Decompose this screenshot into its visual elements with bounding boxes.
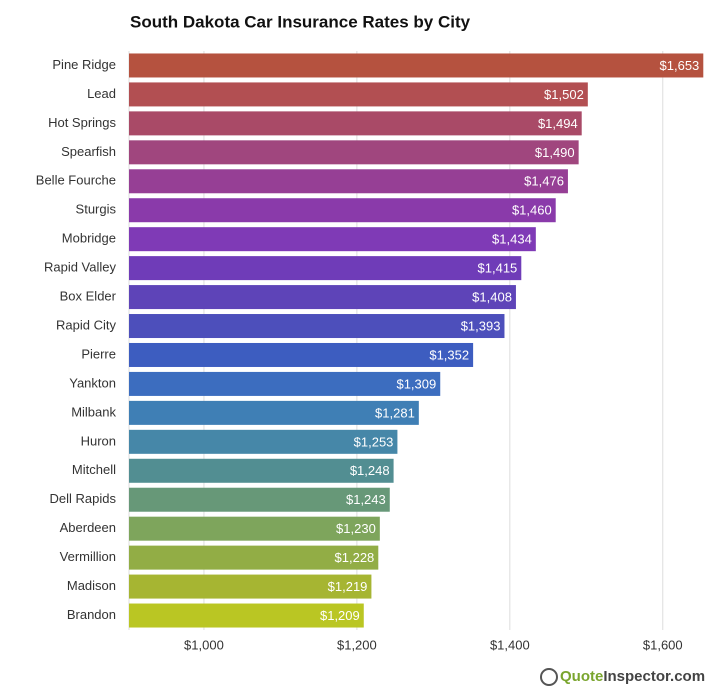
logo-icon: [540, 668, 558, 686]
value-label: $1,253: [354, 434, 394, 449]
value-label: $1,243: [346, 492, 386, 507]
bar: [129, 545, 379, 570]
bar: [129, 574, 372, 599]
bar: [129, 198, 556, 223]
y-tick-label: Brandon: [67, 607, 116, 622]
watermark-part: Inspector.com: [603, 668, 705, 685]
y-tick-label: Mobridge: [62, 231, 116, 246]
y-tick-label: Aberdeen: [60, 520, 116, 535]
bar: [129, 53, 704, 78]
y-tick-label: Madison: [67, 578, 116, 593]
bar: [129, 314, 505, 339]
x-tick-label: $1,600: [643, 637, 683, 652]
watermark-text: QuoteInspector.com: [560, 668, 705, 685]
bar: [129, 140, 579, 165]
value-label: $1,494: [538, 116, 578, 131]
y-tick-label: Pierre: [81, 346, 116, 361]
value-label: $1,228: [335, 550, 375, 565]
bar: [129, 82, 588, 107]
value-label: $1,653: [660, 58, 700, 73]
value-label: $1,476: [524, 174, 564, 189]
bar: [129, 285, 516, 310]
y-tick-label: Spearfish: [61, 144, 116, 159]
bar: [129, 227, 536, 252]
bar: [129, 400, 419, 425]
y-tick-label: Rapid Valley: [44, 260, 117, 275]
x-tick-label: $1,400: [490, 637, 530, 652]
x-tick-label: $1,000: [184, 637, 224, 652]
y-tick-label: Lead: [87, 86, 116, 101]
y-tick-label: Belle Fourche: [36, 173, 116, 188]
bar: [129, 371, 441, 396]
value-label: $1,219: [328, 579, 368, 594]
bar: [129, 603, 364, 628]
y-tick-label: Sturgis: [76, 202, 117, 217]
value-label: $1,408: [472, 290, 512, 305]
y-tick-label: Mitchell: [72, 462, 116, 477]
y-tick-label: Dell Rapids: [50, 491, 117, 506]
value-label: $1,248: [350, 463, 390, 478]
value-label: $1,415: [478, 261, 518, 276]
bar: [129, 516, 380, 541]
value-label: $1,434: [492, 232, 532, 247]
watermark: QuoteInspector.com: [540, 668, 705, 686]
value-label: $1,393: [461, 318, 501, 333]
bar: [129, 429, 398, 454]
value-label: $1,490: [535, 145, 575, 160]
x-tick-label: $1,200: [337, 637, 377, 652]
value-label: $1,230: [336, 521, 376, 536]
y-tick-label: Vermillion: [60, 549, 116, 564]
y-tick-label: Box Elder: [60, 289, 117, 304]
value-label: $1,502: [544, 87, 584, 102]
chart-title: South Dakota Car Insurance Rates by City: [130, 12, 471, 31]
value-label: $1,460: [512, 203, 552, 218]
value-label: $1,309: [396, 376, 436, 391]
bar: [129, 169, 568, 194]
y-tick-label: Huron: [81, 433, 116, 448]
bar: [129, 342, 474, 367]
bar: [129, 458, 394, 483]
bar: [129, 487, 390, 512]
y-tick-label: Hot Springs: [48, 115, 116, 130]
y-tick-label: Yankton: [69, 375, 116, 390]
y-tick-label: Rapid City: [56, 317, 116, 332]
value-label: $1,209: [320, 608, 360, 623]
value-label: $1,352: [429, 347, 469, 362]
watermark-part: Quote: [560, 668, 603, 685]
bar: [129, 256, 522, 281]
y-tick-label: Milbank: [71, 404, 116, 419]
value-label: $1,281: [375, 405, 415, 420]
bar: [129, 111, 582, 136]
y-tick-label: Pine Ridge: [52, 57, 116, 72]
